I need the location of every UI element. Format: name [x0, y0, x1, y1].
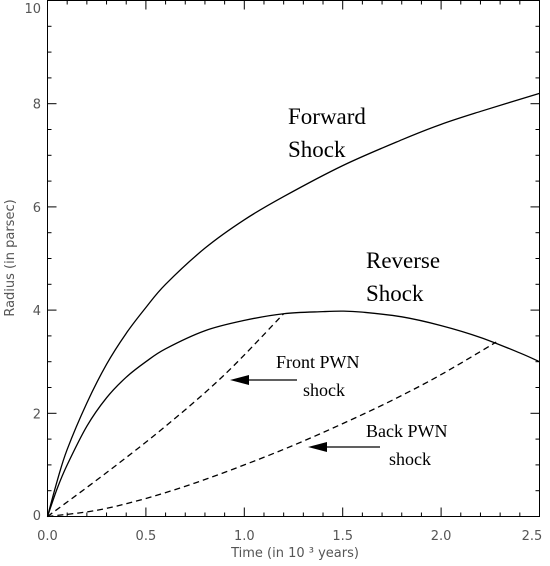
back-pwn-label-2: shock	[389, 449, 431, 469]
x-tick-label: 1.5	[332, 529, 353, 544]
forward-shock-label-2: Shock	[288, 137, 346, 162]
y-tick-label: 8	[33, 98, 41, 113]
y-axis-title: Radius (in parsec)	[3, 199, 18, 316]
y-axis: 0 2 4 6 8 10	[24, 0, 540, 524]
back-pwn-arrow	[308, 442, 380, 452]
y-tick-label: 6	[33, 201, 41, 216]
y-tick-label: 4	[33, 304, 41, 319]
back-pwn-curve	[47, 341, 497, 518]
plot-frame	[47, 0, 540, 517]
x-tick-label: 0.0	[37, 529, 58, 544]
front-pwn-label-1: Front PWN	[276, 352, 360, 372]
x-tick-label: 0.5	[136, 529, 157, 544]
reverse-curve	[46, 310, 540, 517]
forward-shock-label-1: Forward	[288, 104, 366, 129]
reverse-shock-label-1: Reverse	[366, 248, 440, 273]
front-pwn-curve	[47, 313, 285, 518]
reverse-shock-label-2: Shock	[366, 281, 424, 306]
forward-curve	[46, 92, 540, 517]
series-layer	[46, 92, 540, 518]
x-tick-label: 1.0	[234, 529, 255, 544]
y-tick-label: 0	[33, 509, 41, 524]
y-tick-label: 2	[33, 407, 41, 422]
x-axis-title: Time (in 10 ³ years)	[230, 546, 359, 561]
front-pwn-label-2: shock	[303, 380, 345, 400]
x-tick-label: 2.5	[522, 529, 543, 544]
back-pwn-label-1: Back PWN	[366, 421, 447, 441]
x-tick-label: 2.0	[431, 529, 452, 544]
front-pwn-arrow	[230, 375, 297, 385]
y-tick-label: 10	[24, 2, 41, 17]
x-axis: 0.0 0.5 1.0 1.5 2.0 2.5	[37, 0, 543, 544]
